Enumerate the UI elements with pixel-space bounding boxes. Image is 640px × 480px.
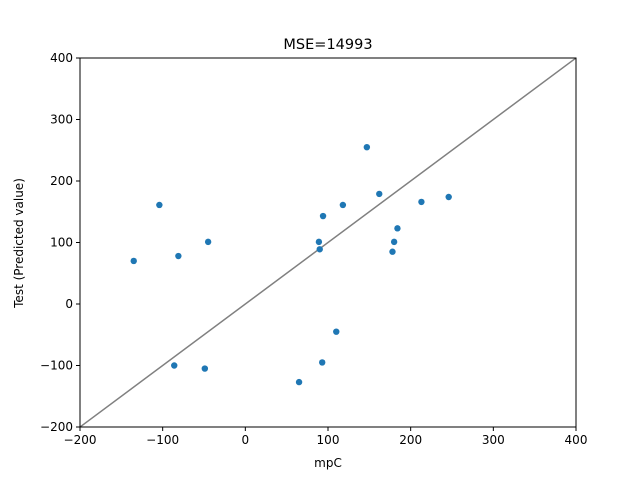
- scatter-point: [156, 201, 163, 209]
- scatter-point: [339, 201, 347, 209]
- scatter-point: [389, 248, 396, 255]
- x-axis-label: mpC: [314, 456, 342, 470]
- scatter-point: [171, 362, 178, 369]
- scatter-point: [376, 190, 383, 198]
- scatter-point: [315, 238, 323, 246]
- scatter-point: [363, 143, 371, 151]
- scatter-point: [445, 193, 452, 201]
- y-tick-label: −200: [40, 420, 73, 434]
- scatter-point: [316, 246, 323, 253]
- y-tick-label: 400: [50, 51, 73, 65]
- y-axis-label: Test (Predicted value): [12, 178, 26, 309]
- y-tick-label: −100: [40, 359, 73, 373]
- y-tick-label: 100: [50, 236, 73, 250]
- scatter-point: [390, 238, 398, 246]
- y-tick-label: 0: [65, 297, 73, 311]
- plot-content: [80, 58, 576, 427]
- scatter-point: [418, 198, 425, 206]
- chart-title: MSE=14993: [283, 37, 372, 53]
- scatter-point: [295, 378, 303, 386]
- y-tick-label: 200: [50, 174, 73, 188]
- x-tick-label: −100: [146, 433, 179, 447]
- x-tick-label: 0: [242, 433, 250, 447]
- scatter-point: [394, 225, 401, 232]
- scatter-point: [333, 328, 340, 335]
- y-tick-label: 300: [50, 113, 73, 127]
- x-tick-label: 100: [317, 433, 340, 447]
- y-axis-ticks: −200 −100 0 100 200 300 400: [40, 51, 80, 434]
- plot-area: [79, 57, 577, 428]
- scatter-point: [319, 359, 326, 366]
- scatter-point: [175, 252, 182, 260]
- x-tick-label: 300: [482, 433, 505, 447]
- scatter-point: [204, 238, 212, 246]
- x-tick-label: 200: [399, 433, 422, 447]
- scatter-point: [201, 365, 209, 372]
- scatter-point: [130, 257, 137, 265]
- scatter-point: [319, 212, 327, 220]
- x-axis-ticks: −200 −100 0 100 200 300 400: [64, 427, 588, 447]
- x-tick-label: −200: [64, 433, 97, 447]
- x-tick-label: 400: [565, 433, 588, 447]
- reference-line: [80, 58, 576, 427]
